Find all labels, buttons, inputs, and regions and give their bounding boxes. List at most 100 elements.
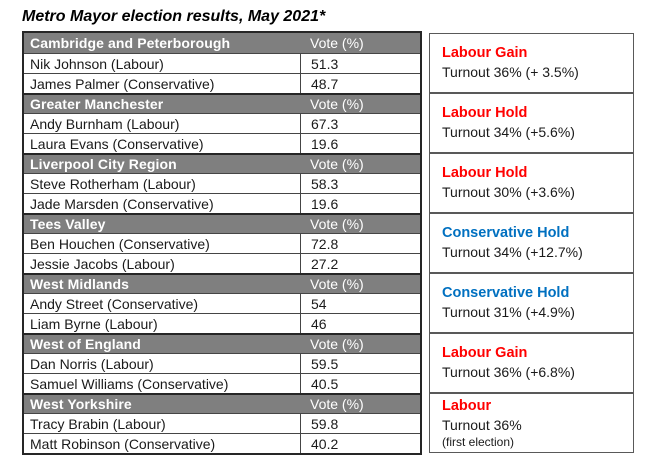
result-cell-west-yorkshire: Labour Turnout 36% (first election) bbox=[429, 393, 634, 453]
results-layout: Cambridge and Peterborough Vote (%) Nik … bbox=[22, 31, 650, 455]
candidate-vote: 19.6 bbox=[300, 194, 420, 213]
region-block-west-of-england: West of England Vote (%) Dan Norris (Lab… bbox=[24, 333, 420, 393]
vote-header: Vote (%) bbox=[310, 35, 364, 51]
candidate-vote: 40.2 bbox=[300, 434, 420, 453]
candidate-name: Nik Johnson (Labour) bbox=[24, 56, 300, 72]
name-text: Jade Marsden (Conservative) bbox=[30, 195, 214, 212]
region-header-row: West Midlands Vote (%) bbox=[24, 273, 420, 293]
region-block-west-yorkshire: West Yorkshire Vote (%) Tracy Brabin (La… bbox=[24, 393, 420, 453]
name-text: Andy Street (Conservative) bbox=[30, 295, 199, 312]
region-name: West Yorkshire bbox=[30, 396, 132, 412]
candidate-vote: 48.7 bbox=[300, 74, 420, 93]
name-text: Tracy bbox=[30, 415, 69, 432]
candidate-row: Dan Norris (Labour) 59.5 bbox=[24, 353, 420, 373]
name-text: Matt Robinson (Conservative) bbox=[30, 435, 216, 452]
vote-header: Vote (%) bbox=[310, 96, 364, 112]
candidate-name: Andy Street (Conservative) bbox=[24, 296, 300, 312]
candidate-vote: 51.3 bbox=[300, 54, 420, 73]
result-label: Labour Gain bbox=[442, 345, 528, 361]
candidate-name: Jade Marsden (Conservative) bbox=[24, 196, 300, 212]
region-block-liverpool-city-region: Liverpool City Region Vote (%) Steve Rot… bbox=[24, 153, 420, 213]
result-label: Labour Hold bbox=[442, 165, 528, 181]
region-header-row: Tees Valley Vote (%) bbox=[24, 213, 420, 233]
result-cell-greater-manchester: Labour Hold Turnout 34% (+5.6%) bbox=[429, 93, 634, 153]
name-text: Jessie Jacobs (Labour) bbox=[30, 255, 175, 272]
results-annotations: Labour Gain Turnout 36% (+ 3.5%) Labour … bbox=[429, 33, 634, 453]
region-block-tees-valley: Tees Valley Vote (%) Ben Houchen (Conser… bbox=[24, 213, 420, 273]
name-text: James Palmer (Conservative) bbox=[30, 75, 215, 92]
name-text: (Conservative) bbox=[114, 235, 210, 252]
candidate-row: Tracy Brabin (Labour) 59.8 bbox=[24, 413, 420, 433]
vote-header: Vote (%) bbox=[310, 276, 364, 292]
region-name: West Midlands bbox=[30, 276, 130, 292]
region-header-row: Liverpool City Region Vote (%) bbox=[24, 153, 420, 173]
candidate-row: Ben Houchen (Conservative) 72.8 bbox=[24, 233, 420, 253]
candidate-vote: 54 bbox=[300, 294, 420, 313]
result-turnout: Turnout 36% (+ 3.5%) bbox=[442, 64, 579, 80]
candidate-row: Andy Street (Conservative) 54 bbox=[24, 293, 420, 313]
region-name: Liverpool City Region bbox=[30, 156, 177, 172]
candidate-vote: 67.3 bbox=[300, 114, 420, 133]
result-label: Conservative Hold bbox=[442, 225, 570, 241]
candidate-name: Laura Evans (Conservative) bbox=[24, 136, 300, 152]
region-block-west-midlands: West Midlands Vote (%) Andy Street (Cons… bbox=[24, 273, 420, 333]
candidate-row: Samuel Williams (Conservative) 40.5 bbox=[24, 373, 420, 393]
region-header-row: West Yorkshire Vote (%) bbox=[24, 393, 420, 413]
candidate-vote: 46 bbox=[300, 314, 420, 333]
candidate-name: Samuel Williams (Conservative) bbox=[24, 376, 300, 392]
vote-header: Vote (%) bbox=[310, 336, 364, 352]
candidate-name: Jessie Jacobs (Labour) bbox=[24, 256, 300, 272]
candidate-vote: 58.3 bbox=[300, 174, 420, 193]
region-name: Tees Valley bbox=[30, 216, 106, 232]
name-text: Nik Johnson (Labour) bbox=[30, 55, 164, 72]
candidate-vote: 27.2 bbox=[300, 254, 420, 273]
name-text: Samuel Williams (Conservative) bbox=[30, 375, 229, 392]
candidate-row: Jessie Jacobs (Labour) 27.2 bbox=[24, 253, 420, 273]
candidate-vote: 59.5 bbox=[300, 354, 420, 373]
name-text: Ben bbox=[30, 235, 59, 252]
result-label: Labour Hold bbox=[442, 105, 528, 121]
candidate-row: Steve Rotherham (Labour) 58.3 bbox=[24, 173, 420, 193]
result-cell-liverpool-city-region: Labour Hold Turnout 30% (+3.6%) bbox=[429, 153, 634, 213]
result-note: (first election) bbox=[442, 434, 515, 449]
name-text: Laura Evans (Conservative) bbox=[30, 135, 204, 152]
candidate-name: Ben Houchen (Conservative) bbox=[24, 236, 300, 252]
candidate-row: Liam Byrne (Labour) 46 bbox=[24, 313, 420, 333]
name-text: Andy Burnham (Labour) bbox=[30, 115, 180, 132]
spellcheck-squiggle: Brabin bbox=[68, 415, 109, 432]
result-cell-west-of-england: Labour Gain Turnout 36% (+6.8%) bbox=[429, 333, 634, 393]
candidate-name: James Palmer (Conservative) bbox=[24, 76, 300, 92]
result-turnout: Turnout 36% (+6.8%) bbox=[442, 364, 575, 380]
name-text: Liam Byrne (Labour) bbox=[30, 315, 158, 332]
candidate-row: Jade Marsden (Conservative) 19.6 bbox=[24, 193, 420, 213]
candidate-row: James Palmer (Conservative) 48.7 bbox=[24, 73, 420, 93]
result-label: Labour bbox=[442, 397, 492, 414]
page: Metro Mayor election results, May 2021* … bbox=[0, 6, 650, 468]
candidate-vote: 59.8 bbox=[300, 414, 420, 433]
result-cell-tees-valley: Conservative Hold Turnout 34% (+12.7%) bbox=[429, 213, 634, 273]
candidate-name: Andy Burnham (Labour) bbox=[24, 116, 300, 132]
candidate-name: Tracy Brabin (Labour) bbox=[24, 416, 300, 432]
candidate-name: Liam Byrne (Labour) bbox=[24, 316, 300, 332]
candidate-row: Andy Burnham (Labour) 67.3 bbox=[24, 113, 420, 133]
region-block-greater-manchester: Greater Manchester Vote (%) Andy Burnham… bbox=[24, 93, 420, 153]
region-name: Greater Manchester bbox=[30, 96, 164, 112]
vote-header: Vote (%) bbox=[310, 396, 364, 412]
result-turnout: Turnout 34% (+12.7%) bbox=[442, 244, 583, 260]
page-title: Metro Mayor election results, May 2021* bbox=[22, 8, 326, 25]
vote-header: Vote (%) bbox=[310, 216, 364, 232]
region-header-row: Greater Manchester Vote (%) bbox=[24, 93, 420, 113]
region-header-row: West of England Vote (%) bbox=[24, 333, 420, 353]
candidate-vote: 40.5 bbox=[300, 374, 420, 393]
name-text: Steve Rotherham (Labour) bbox=[30, 175, 196, 192]
result-turnout: Turnout 34% (+5.6%) bbox=[442, 124, 575, 140]
result-turnout: Turnout 31% (+4.9%) bbox=[442, 304, 575, 320]
spellcheck-squiggle: Houchen bbox=[58, 235, 115, 252]
candidate-name: Steve Rotherham (Labour) bbox=[24, 176, 300, 192]
name-text: Dan Norris (Labour) bbox=[30, 355, 154, 372]
candidate-vote: 72.8 bbox=[300, 234, 420, 253]
candidate-row: Matt Robinson (Conservative) 40.2 bbox=[24, 433, 420, 453]
vote-header: Vote (%) bbox=[310, 156, 364, 172]
result-label: Labour Gain bbox=[442, 45, 528, 61]
region-name: Cambridge and Peterborough bbox=[30, 35, 231, 51]
